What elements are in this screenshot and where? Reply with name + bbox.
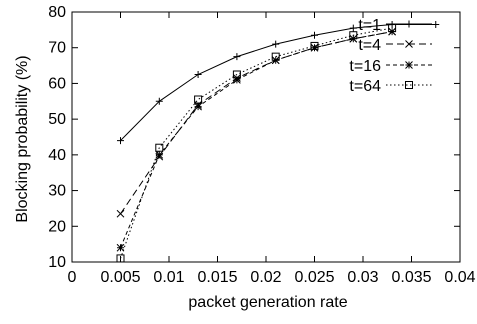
- x-tick-label: 0.04: [444, 269, 475, 286]
- legend-marker: [405, 40, 413, 48]
- data-point: [271, 52, 280, 61]
- x-tick-label: 0.035: [391, 269, 431, 286]
- series-t-4: [116, 27, 396, 218]
- data-point: [233, 53, 241, 61]
- legend-label: t=1: [358, 17, 381, 34]
- series-t-1: [117, 21, 440, 145]
- y-tick-label: 20: [48, 218, 66, 235]
- data-point: [272, 40, 280, 48]
- legend-label: t=4: [358, 37, 381, 54]
- axes: 0 0.005 0.01 0.015 0.02 0.025 0.03 0.035 0.04 10 2…: [48, 4, 475, 286]
- x-tick-label: 0.03: [347, 269, 378, 286]
- y-tick-label: 10: [48, 254, 66, 271]
- data-point: [116, 209, 125, 218]
- data-point: [194, 95, 203, 104]
- legend-marker: [405, 81, 413, 89]
- data-point: [155, 97, 163, 105]
- data-point: [432, 21, 440, 28]
- data-point: [116, 254, 125, 263]
- series-line: [120, 31, 393, 215]
- x-tick-label: 0.025: [294, 269, 334, 286]
- data-point: [388, 24, 397, 33]
- legend-label: t=16: [349, 58, 381, 75]
- x-axis-title: packet generation rate: [188, 294, 347, 311]
- legend-label: t=64: [349, 78, 381, 95]
- x-tick-label: 0.01: [153, 269, 184, 286]
- data-point: [194, 71, 202, 78]
- x-tick-label: 0.005: [100, 269, 140, 286]
- x-tick-label: 0: [68, 269, 77, 286]
- legend: t=1 t=4 t=16 t=64: [349, 17, 432, 95]
- series-line: [120, 24, 436, 141]
- x-tick-label: 0.02: [250, 269, 281, 286]
- legend-marker: [405, 61, 413, 69]
- data-point: [155, 143, 164, 152]
- x-tick-label: 0.015: [197, 269, 237, 286]
- data-point: [311, 31, 318, 39]
- y-tick-label: 30: [48, 183, 66, 200]
- data-point: [349, 24, 357, 32]
- plot-series: [116, 21, 440, 263]
- data-point: [310, 41, 319, 50]
- data-point: [116, 243, 125, 252]
- y-tick-label: 50: [48, 111, 66, 128]
- y-tick-label: 60: [48, 75, 66, 92]
- y-tick-label: 80: [48, 4, 66, 21]
- series-line: [120, 31, 393, 248]
- series-t-64: [116, 24, 397, 263]
- data-point: [194, 102, 202, 111]
- data-point: [310, 43, 319, 52]
- y-tick-label: 70: [48, 40, 66, 57]
- legend-marker: [405, 20, 413, 28]
- data-point: [233, 76, 241, 84]
- data-point: [155, 151, 164, 159]
- y-axis-title: Blocking probability (%): [14, 55, 31, 222]
- data-point: [117, 137, 124, 145]
- plot-frame: [71, 11, 461, 263]
- data-point: [349, 31, 358, 40]
- y-tick-label: 40: [48, 147, 66, 164]
- data-point: [232, 70, 241, 79]
